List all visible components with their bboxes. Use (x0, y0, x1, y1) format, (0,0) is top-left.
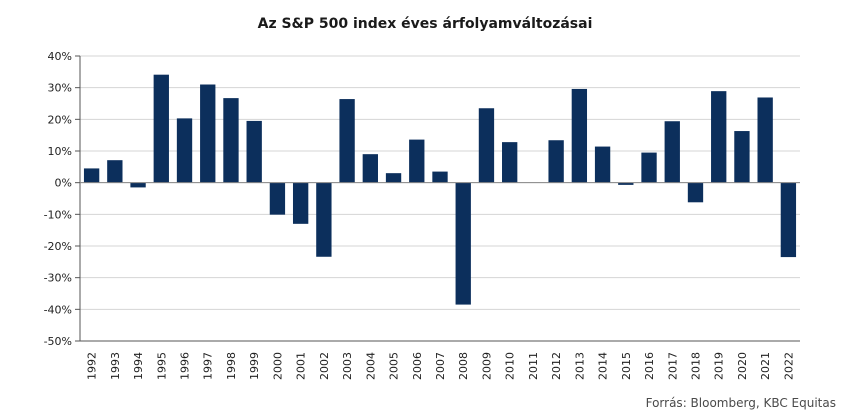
bar-1995 (153, 74, 169, 183)
y-tick-labels: 40% 30% 20% 10% 0% -10% -20% -30% -40% -50% (44, 50, 72, 348)
bar-1997 (200, 84, 216, 183)
x-tick-label-2009: 2009 (480, 352, 493, 380)
x-tick-label-2010: 2010 (504, 352, 517, 380)
bar-2005 (385, 173, 402, 183)
bars (83, 74, 797, 305)
x-tick-label-2006: 2006 (411, 352, 424, 380)
x-tick-labels: 1992 1993 1994 1995 1996 1997 1998 1999 2000 2001… (86, 352, 796, 380)
bar-2012 (548, 140, 564, 183)
x-tick-label-2001: 2001 (295, 352, 308, 380)
bar-2009 (478, 108, 495, 183)
bar-2021 (757, 97, 773, 183)
x-tick-label-2008: 2008 (457, 352, 470, 380)
x-tick-label-1993: 1993 (109, 352, 122, 380)
y-tick-label-4: 0% (55, 177, 72, 190)
bar-2006 (409, 139, 425, 183)
x-tick-label-1995: 1995 (155, 352, 168, 380)
y-tick-label-9: -50% (44, 335, 72, 348)
y-tick-label-0: 40% (48, 50, 72, 63)
x-tick-label-2021: 2021 (759, 352, 772, 380)
bar-2004 (362, 154, 378, 183)
bar-1993 (107, 160, 123, 183)
y-tick-label-2: 20% (48, 113, 72, 126)
x-tick-label-2014: 2014 (597, 352, 610, 380)
x-tick-label-2022: 2022 (782, 352, 795, 380)
bar-2022 (780, 182, 797, 258)
bar-2010 (502, 142, 518, 183)
x-tick-label-2005: 2005 (388, 352, 401, 380)
y-tick-label-1: 30% (48, 82, 72, 95)
x-tick-label-1996: 1996 (179, 352, 192, 380)
x-tick-label-2019: 2019 (713, 352, 726, 380)
axes (75, 55, 800, 342)
x-tick-label-2011: 2011 (527, 352, 540, 380)
x-tick-label-2007: 2007 (434, 352, 447, 380)
y-tick-label-3: 10% (48, 145, 72, 158)
y-tick-label-5: -10% (44, 208, 72, 221)
bar-1998 (223, 98, 239, 183)
bar-2020 (734, 131, 750, 183)
x-tick-label-2012: 2012 (550, 352, 563, 380)
x-tick-label-2000: 2000 (271, 352, 284, 380)
y-tick-label-6: -20% (44, 240, 72, 253)
x-tick-label-2020: 2020 (736, 352, 749, 380)
x-tick-label-2017: 2017 (666, 352, 679, 380)
bar-1996 (176, 118, 193, 183)
bar-2016 (641, 152, 657, 183)
bar-2008 (455, 182, 471, 305)
bar-2002 (316, 182, 332, 257)
bar-2001 (292, 182, 309, 224)
chart-title: Az S&P 500 index éves árfolyamváltozásai (257, 16, 593, 32)
bar-1992 (83, 168, 100, 183)
x-tick-label-2004: 2004 (364, 352, 377, 380)
x-tick-label-2003: 2003 (341, 352, 354, 380)
bar-2013 (571, 88, 588, 183)
x-tick-label-1998: 1998 (225, 352, 238, 380)
source-note: Forrás: Bloomberg, KBC Equitas (645, 396, 836, 410)
bar-2015 (618, 182, 634, 185)
bar-2014 (594, 146, 611, 183)
x-tick-label-2015: 2015 (620, 352, 633, 380)
x-tick-label-2016: 2016 (643, 352, 656, 380)
bar-2003 (339, 99, 355, 183)
bar-2007 (432, 171, 448, 183)
x-tick-label-1992: 1992 (86, 352, 99, 380)
x-tick-label-1999: 1999 (248, 352, 261, 380)
bar-1994 (130, 182, 146, 188)
bar-2017 (664, 121, 680, 183)
x-tick-label-2002: 2002 (318, 352, 331, 380)
bar-2019 (711, 91, 727, 183)
y-tick-label-8: -40% (44, 303, 72, 316)
bar-2000 (269, 182, 286, 215)
x-tick-label-2018: 2018 (689, 352, 702, 380)
x-tick-label-2013: 2013 (573, 352, 586, 380)
bar-1999 (246, 120, 262, 183)
x-tick-label-1994: 1994 (132, 352, 145, 380)
bar-2018 (687, 182, 704, 203)
x-tick-label-1997: 1997 (202, 352, 215, 380)
y-tick-label-7: -30% (44, 272, 72, 285)
